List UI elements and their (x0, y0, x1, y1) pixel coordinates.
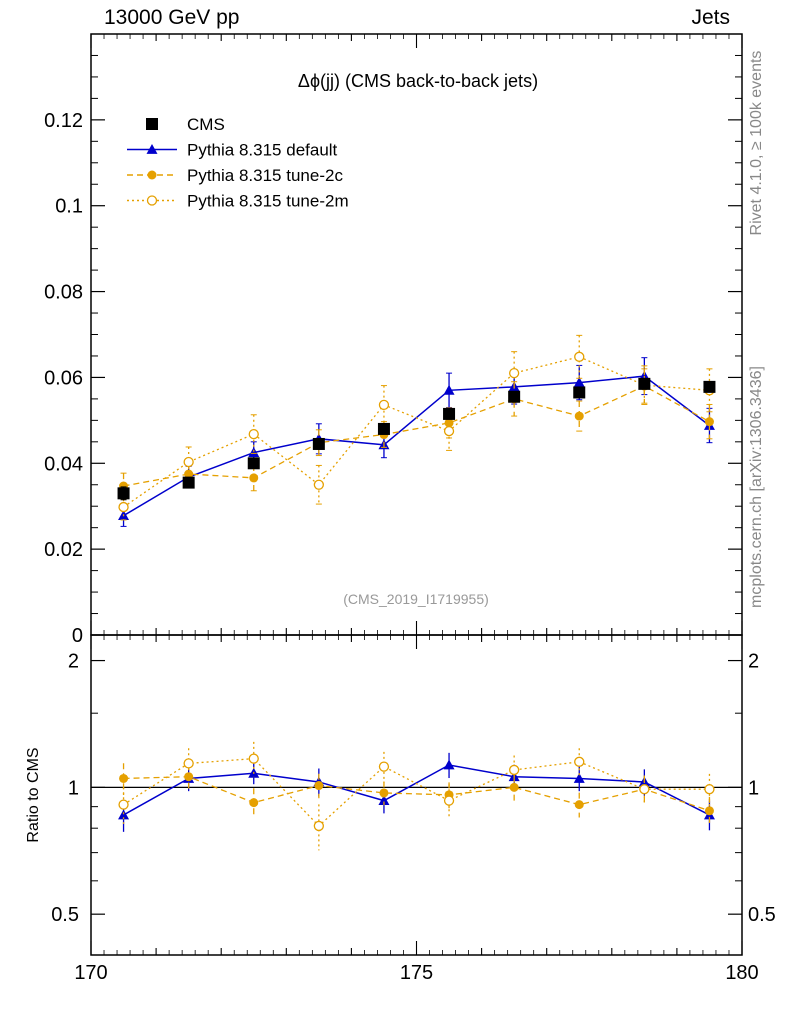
open-circle-marker (118, 799, 129, 810)
legend-entry: Pythia 8.315 tune-2m (127, 192, 349, 211)
legend-label: Pythia 8.315 default (187, 141, 338, 160)
ratio-series-line (123, 776, 710, 812)
y-tick-label: 0.08 (44, 282, 83, 304)
open-circle-marker (443, 795, 455, 806)
data-point-marker (638, 377, 651, 390)
ratio-tick-label-right: 0.5 (748, 904, 776, 926)
chart-title: Δϕ(jj) (CMS back-to-back jets) (298, 71, 538, 91)
legend-entry: CMS (146, 115, 225, 134)
triangle-marker (573, 377, 585, 387)
series-cms (117, 377, 716, 501)
ratio-plot-frame (90, 634, 743, 956)
ratio-tick-label-right: 1 (748, 777, 759, 799)
open-circle-marker (378, 399, 390, 411)
triangle-marker (378, 795, 390, 806)
open-circle-marker (183, 758, 194, 769)
header-process-label: 13000 GeV pp (104, 6, 240, 29)
data-point-marker (703, 380, 716, 393)
open-circle-marker (509, 367, 520, 379)
ratio-tick-label: 1 (68, 777, 79, 799)
open-circle-marker (443, 425, 455, 437)
triangle-marker (573, 772, 585, 783)
ratio-series-line (123, 757, 710, 827)
filled-circle-marker (184, 469, 194, 479)
legend-label: Pythia 8.315 tune-2m (187, 192, 349, 211)
open-circle-marker (118, 501, 129, 513)
data-point-marker (312, 437, 325, 450)
triangle-marker (248, 447, 260, 457)
legend-label: CMS (187, 115, 225, 134)
open-circle-marker (183, 456, 194, 468)
legend-label: Pythia 8.315 tune-2c (187, 166, 343, 185)
open-circle-marker (704, 784, 715, 795)
filled-circle-marker (119, 773, 129, 783)
triangle-marker (443, 384, 455, 395)
data-point-marker (573, 386, 586, 399)
series-line (123, 356, 710, 508)
y-tick-label: 0.1 (55, 196, 83, 218)
x-tick-label: 175 (400, 962, 433, 984)
data-point-marker (146, 118, 158, 130)
ratio-tick-label: 0.5 (51, 904, 79, 926)
filled-circle-marker (184, 772, 194, 782)
open-circle-marker (378, 761, 390, 772)
x-tick-label: 170 (74, 962, 107, 984)
y-tick-label: 0.04 (44, 453, 83, 475)
filled-circle-marker (147, 170, 157, 180)
data-point-marker (377, 422, 390, 435)
open-circle-marker (509, 764, 520, 776)
y-tick-label: 0.06 (44, 367, 83, 389)
triangle-marker (118, 809, 130, 820)
filled-circle-marker (704, 417, 714, 427)
x-tick-label: 180 (725, 962, 758, 984)
data-point-marker (443, 407, 456, 420)
data-point-marker (247, 457, 260, 470)
open-circle-marker (574, 351, 585, 362)
open-circle-marker (313, 820, 325, 832)
ratio-tick-label-right: 2 (748, 651, 759, 673)
open-circle-marker (639, 784, 650, 795)
open-circle-marker (574, 756, 585, 767)
filled-circle-marker (379, 788, 389, 798)
filled-circle-marker (574, 411, 584, 421)
filled-circle-marker (704, 806, 714, 816)
open-circle-marker (248, 753, 259, 764)
data-point-marker (182, 476, 195, 489)
filled-circle-marker (249, 473, 259, 483)
filled-circle-marker (509, 782, 519, 792)
series-line (123, 385, 710, 487)
y-tick-label: 0 (72, 625, 83, 647)
triangle-marker (443, 759, 455, 770)
ratio-series-line (123, 764, 710, 816)
data-point-marker (508, 390, 521, 403)
filled-circle-marker (314, 781, 324, 791)
triangle-marker (146, 144, 158, 154)
open-circle-marker (248, 428, 259, 440)
open-circle-marker (313, 479, 325, 490)
ratio-tick-label: 2 (68, 651, 79, 673)
ratio-axis-label: Ratio to CMS (25, 747, 42, 842)
y-tick-label: 0.02 (44, 539, 83, 561)
header-category-label: Jets (691, 6, 730, 29)
legend-entry: Pythia 8.315 tune-2c (127, 166, 343, 185)
data-point-marker (117, 487, 130, 500)
y-tick-label: 0.12 (44, 110, 83, 132)
open-circle-marker (146, 195, 158, 206)
analysis-watermark: (CMS_2019_I1719955) (343, 591, 489, 607)
filled-circle-marker (574, 800, 584, 810)
filled-circle-marker (249, 798, 259, 808)
legend-entry: Pythia 8.315 default (127, 141, 338, 160)
